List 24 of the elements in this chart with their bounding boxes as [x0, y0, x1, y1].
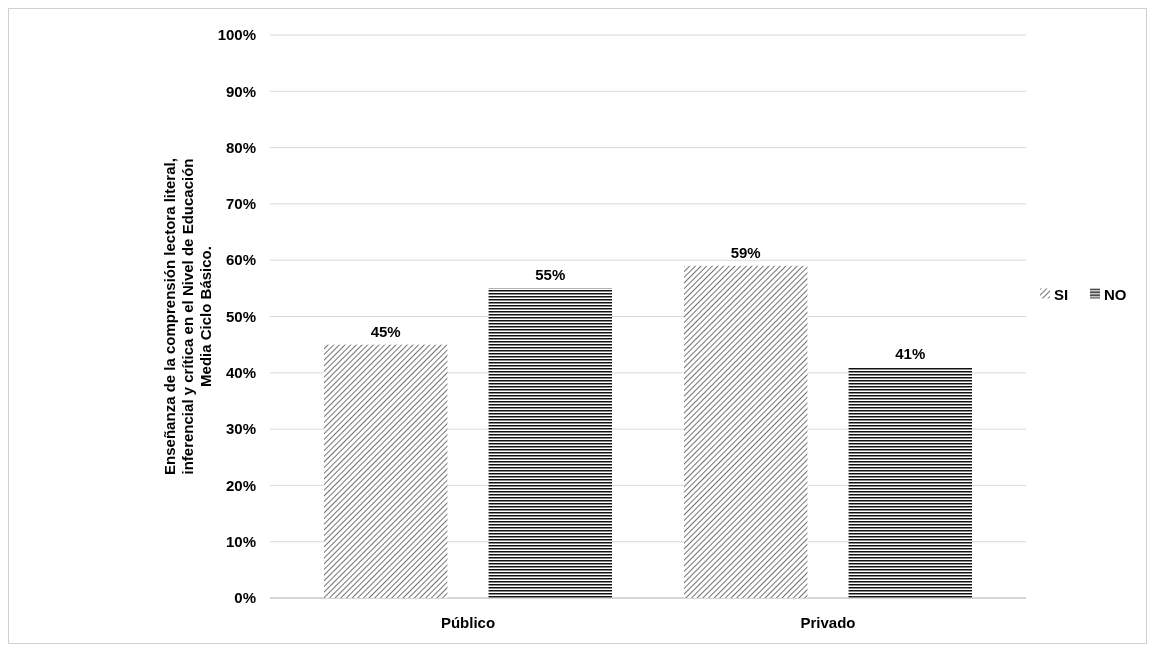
y-tick-label: 90% [225, 82, 256, 100]
x-tick-label: Privado [800, 614, 856, 631]
y-tick-label: 40% [225, 364, 256, 382]
y-tick-label: 20% [225, 476, 256, 494]
data-label: 55% [535, 266, 566, 284]
y-tick-label: 0% [234, 589, 256, 607]
data-label: 45% [370, 322, 401, 340]
data-label: 59% [730, 243, 761, 261]
bar [324, 344, 448, 598]
y-tick-label: 100% [217, 26, 256, 44]
x-tick-label: Público [440, 614, 496, 631]
bar [488, 288, 612, 598]
legend-label: SI [1054, 285, 1069, 303]
bar [684, 265, 808, 598]
legend-label: NO [1104, 285, 1127, 303]
y-tick-label: 80% [225, 138, 256, 156]
y-tick-label: 70% [225, 195, 256, 213]
y-axis-title: Enseñanza de la comprensión lectora literal, inferencial y crítica en el Nivel de Educación Media Ciclo Básico. [161, 158, 214, 475]
bar [848, 367, 972, 598]
y-tick-label: 10% [225, 532, 256, 550]
y-tick-label: 50% [225, 307, 256, 325]
data-label: 41% [895, 345, 926, 363]
y-tick-label: 60% [225, 251, 256, 269]
y-tick-label: 30% [225, 420, 256, 438]
